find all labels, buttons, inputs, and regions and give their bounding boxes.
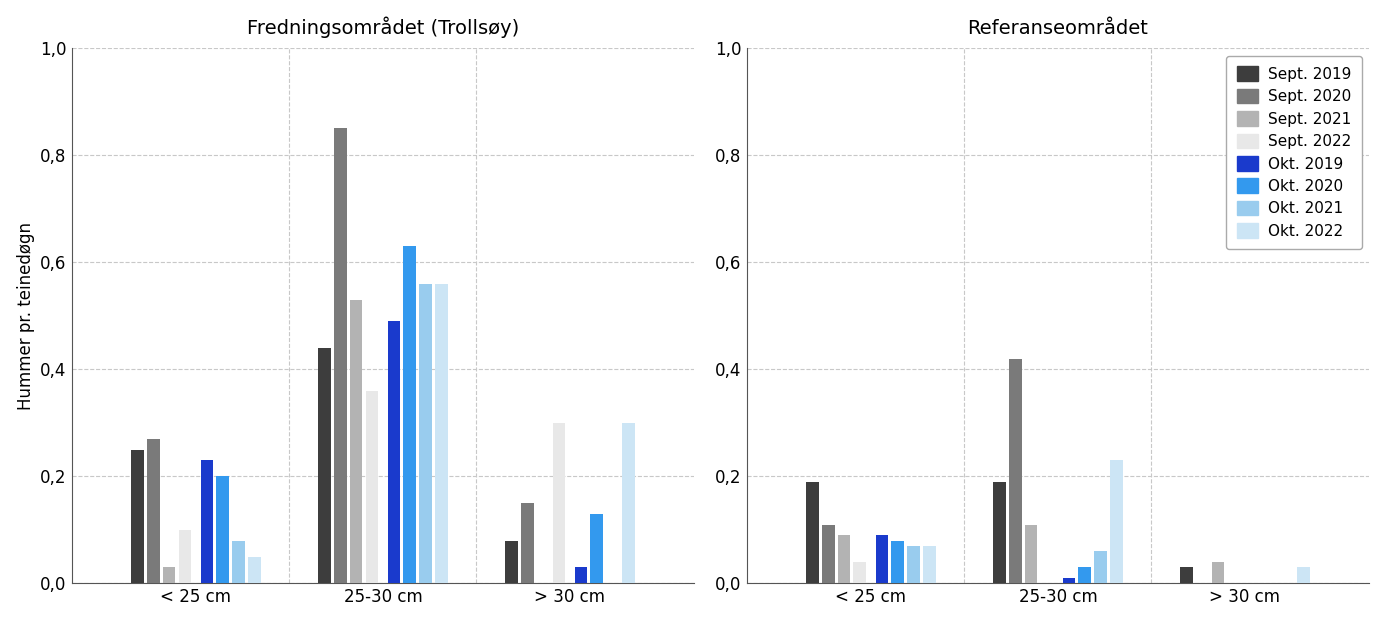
- Bar: [216, 477, 229, 584]
- Bar: [435, 283, 448, 584]
- Title: Fredningsområdet (Trollsøy): Fredningsområdet (Trollsøy): [247, 17, 520, 38]
- Bar: [590, 514, 603, 584]
- Bar: [854, 562, 866, 584]
- Bar: [994, 482, 1006, 584]
- Bar: [147, 439, 159, 584]
- Bar: [403, 246, 416, 584]
- Bar: [179, 530, 191, 584]
- Bar: [1078, 568, 1091, 584]
- Bar: [201, 460, 213, 584]
- Bar: [1179, 568, 1193, 584]
- Bar: [553, 423, 565, 584]
- Bar: [132, 450, 144, 584]
- Bar: [891, 541, 904, 584]
- Bar: [248, 557, 261, 584]
- Bar: [521, 503, 534, 584]
- Bar: [575, 568, 588, 584]
- Bar: [822, 525, 834, 584]
- Bar: [1297, 568, 1310, 584]
- Bar: [349, 300, 363, 584]
- Bar: [366, 391, 378, 584]
- Bar: [876, 535, 888, 584]
- Bar: [622, 423, 635, 584]
- Bar: [1094, 551, 1107, 584]
- Bar: [1110, 460, 1123, 584]
- Bar: [388, 321, 401, 584]
- Title: Referanseområdet: Referanseområdet: [967, 19, 1149, 38]
- Bar: [807, 482, 819, 584]
- Bar: [908, 546, 920, 584]
- Bar: [1009, 359, 1021, 584]
- Bar: [837, 535, 851, 584]
- Bar: [319, 348, 331, 584]
- Bar: [923, 546, 936, 584]
- Bar: [162, 568, 176, 584]
- Bar: [1211, 562, 1224, 584]
- Bar: [334, 128, 346, 584]
- Bar: [1024, 525, 1038, 584]
- Legend: Sept. 2019, Sept. 2020, Sept. 2021, Sept. 2022, Okt. 2019, Okt. 2020, Okt. 2021,: Sept. 2019, Sept. 2020, Sept. 2021, Sept…: [1227, 55, 1361, 249]
- Bar: [1063, 578, 1076, 584]
- Bar: [505, 541, 518, 584]
- Bar: [420, 283, 432, 584]
- Bar: [233, 541, 245, 584]
- Y-axis label: Hummer pr. teinedøgn: Hummer pr. teinedøgn: [17, 222, 35, 410]
